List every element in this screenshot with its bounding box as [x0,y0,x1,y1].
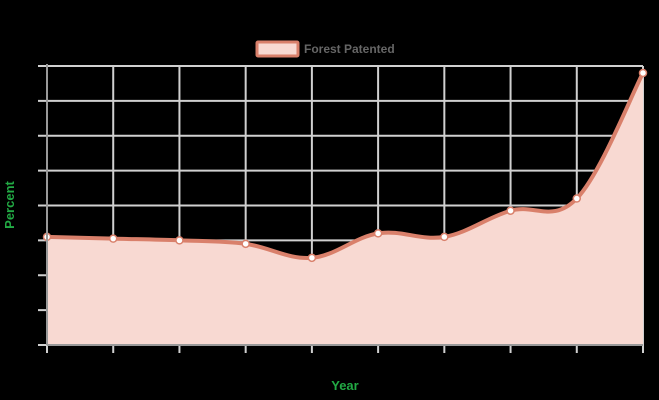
legend-swatch [255,40,300,58]
legend-label: Forest Patented [304,42,395,56]
y-axis-title: Percent [2,180,17,228]
data-point [373,229,383,238]
data-point [307,253,317,263]
data-point [638,68,648,78]
data-point [440,232,449,242]
legend[interactable]: Forest Patented [255,40,395,58]
data-point [175,236,184,245]
data-point [506,206,515,215]
x-axis-title: Year [331,378,358,393]
series-area-fill [47,72,643,345]
data-point [108,234,118,243]
data-point [572,194,582,203]
data-point [241,239,250,249]
axes [46,64,643,346]
series-line [46,72,645,260]
